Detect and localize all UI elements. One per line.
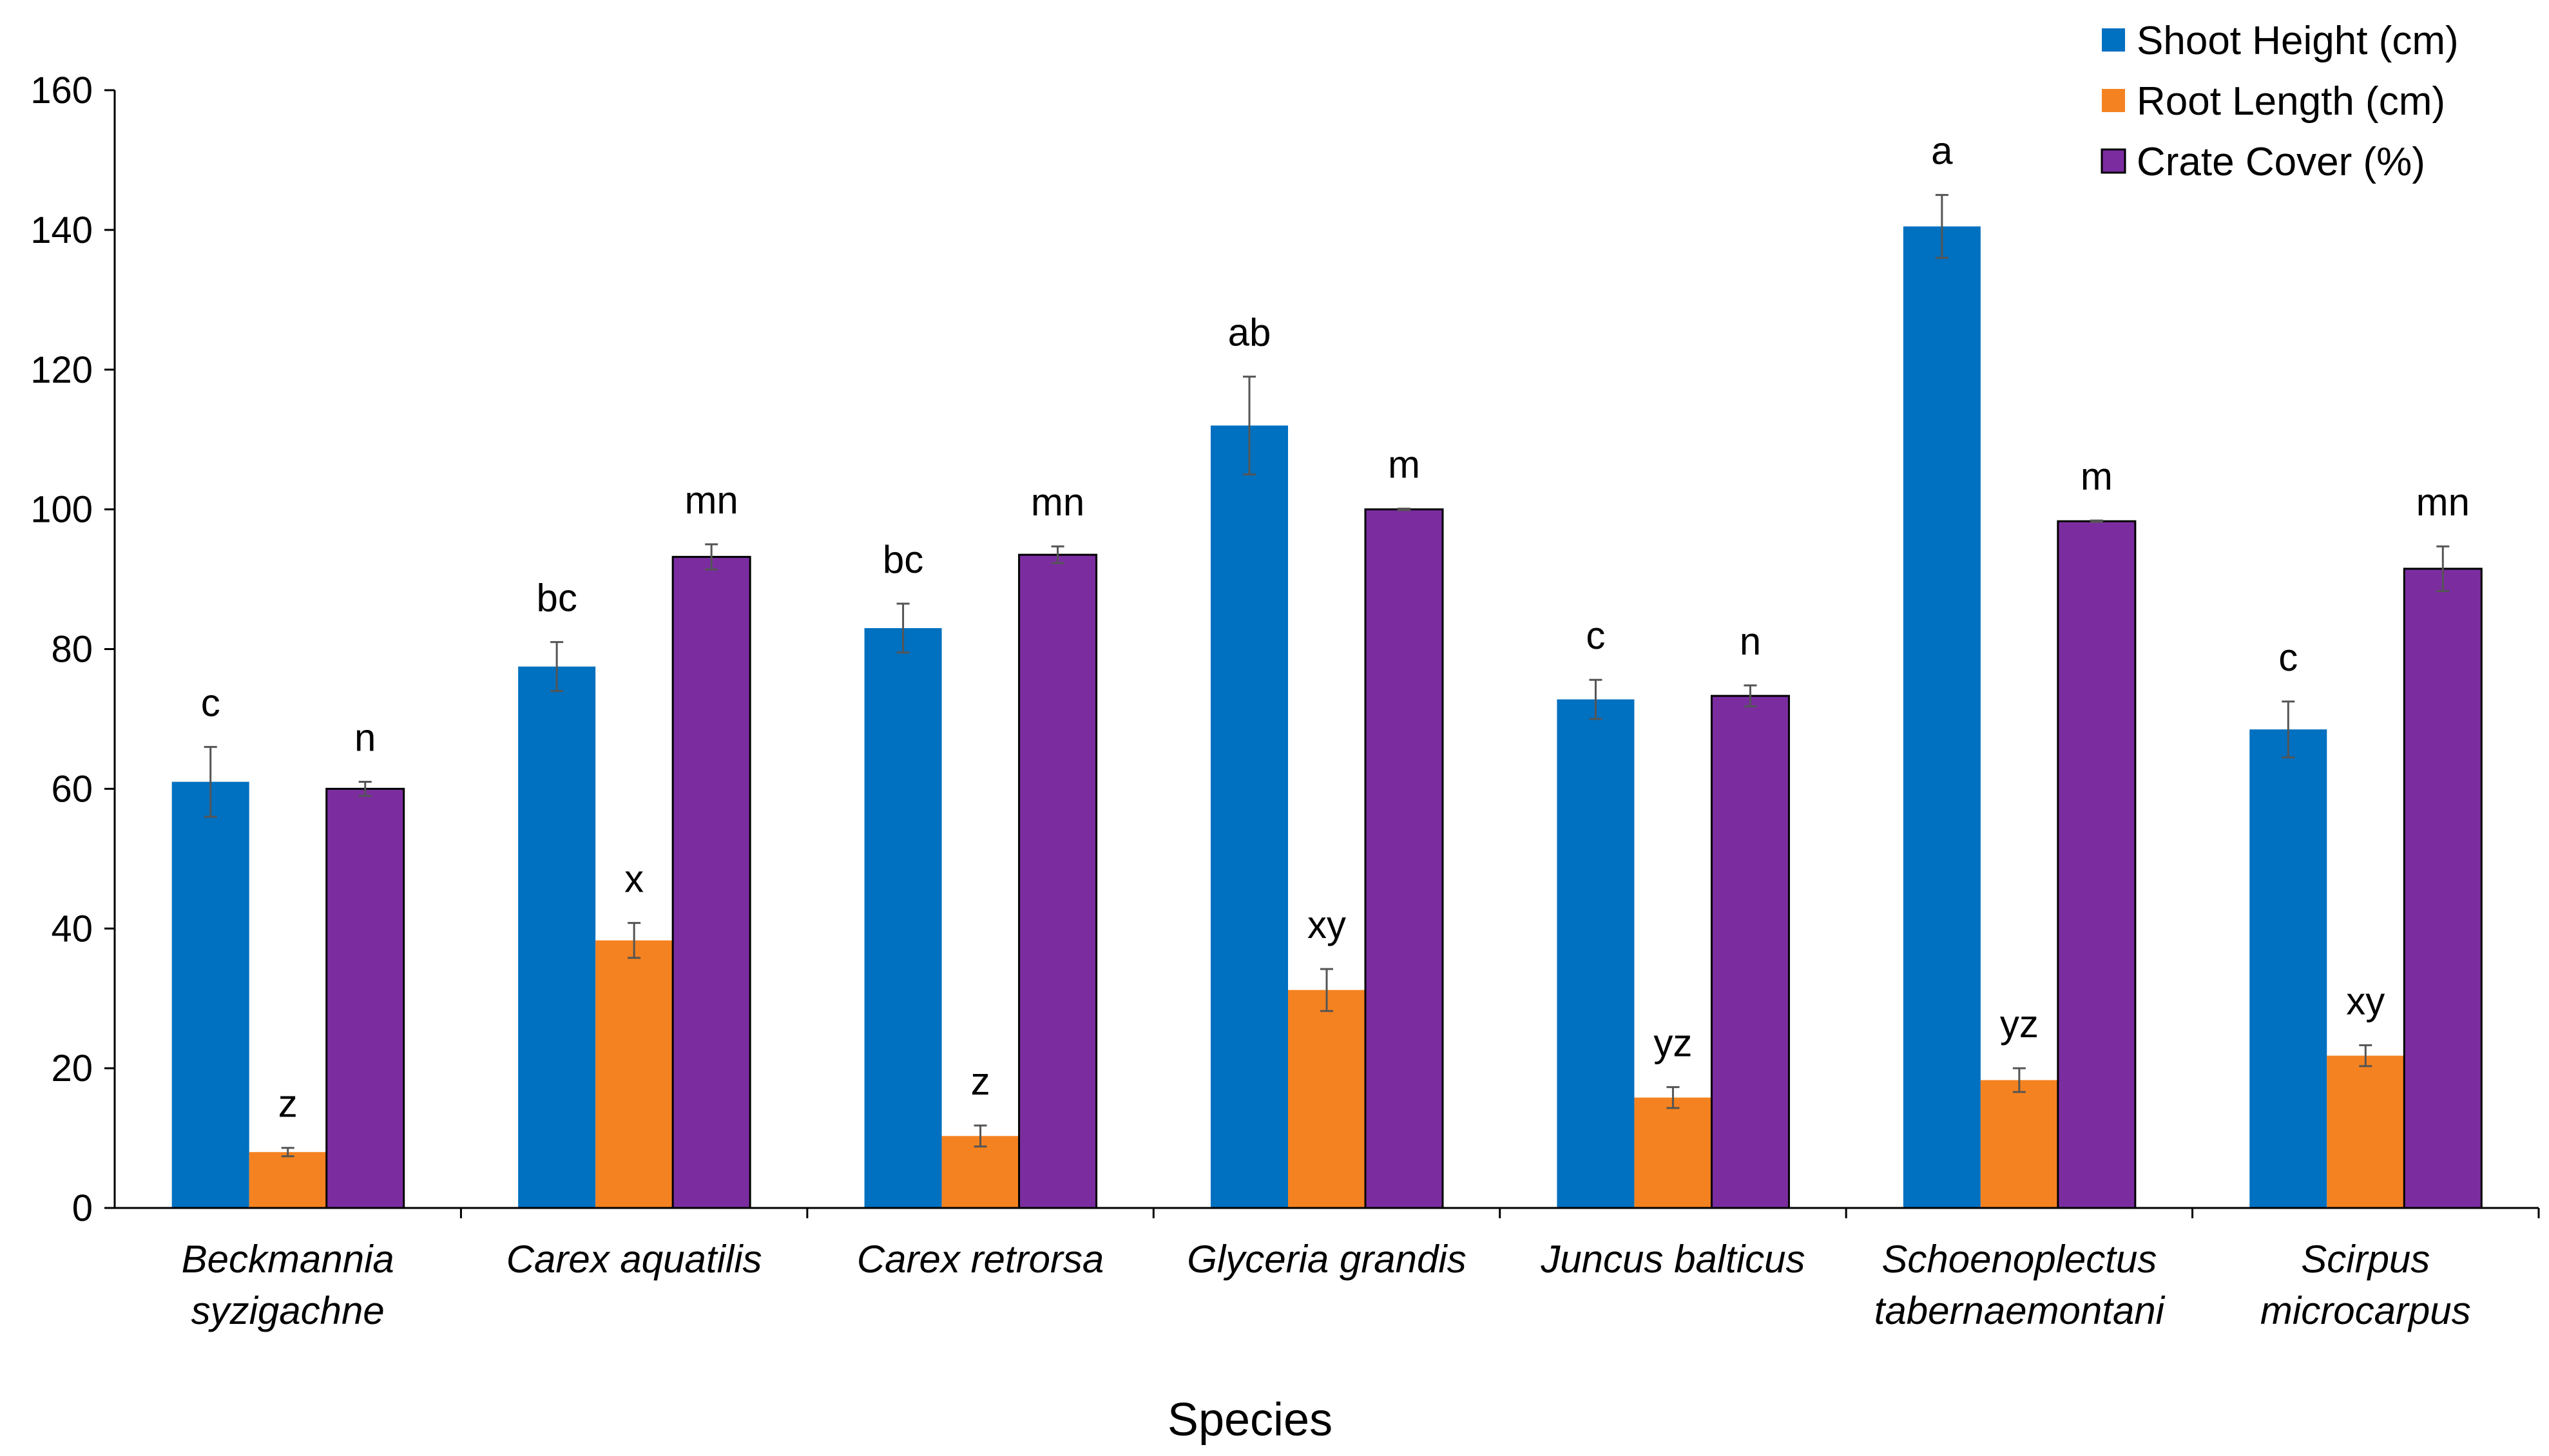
error-bar — [1744, 684, 1757, 707]
x-axis-category-labels: Beckmannia syzigachne Carex aquatilis Carex… — [182, 1238, 2471, 1332]
error-bar — [974, 1124, 987, 1148]
bar-crate-cover — [2057, 520, 2137, 1209]
x-category-label: Glyceria grandis — [1187, 1238, 1467, 1281]
legend-swatch — [2102, 28, 2125, 52]
x-category-label: Schoenoplectus — [1881, 1238, 2157, 1281]
error-bar — [2282, 700, 2295, 759]
legend-swatch — [2102, 89, 2125, 112]
significance-letter: m — [1388, 443, 1420, 486]
y-tick-label: 0 — [72, 1187, 93, 1229]
y-tick-label: 80 — [51, 629, 93, 671]
y-tick-label: 40 — [51, 908, 93, 950]
bar-root-length — [1634, 1097, 1712, 1208]
bar-root-length — [2327, 1055, 2405, 1208]
significance-letter: bc — [883, 538, 923, 581]
bar-root-length — [1288, 990, 1365, 1208]
bar-shoot-height — [1903, 226, 1981, 1208]
error-bar — [281, 1147, 294, 1158]
error-bar — [2436, 545, 2450, 592]
x-category-label: tabernaemontani — [1874, 1289, 2166, 1332]
error-bar — [1320, 968, 1333, 1012]
significance-letter: x — [624, 857, 644, 901]
significance-letter: mn — [1031, 481, 1084, 524]
significance-letter: z — [278, 1082, 298, 1126]
y-axis-ticks: 0 20 40 60 80 100 120 140 160 — [30, 70, 115, 1229]
significance-letter: mn — [2416, 481, 2470, 524]
significance-letter: bc — [536, 577, 577, 620]
y-tick-label: 140 — [30, 209, 93, 251]
bar-crate-cover — [1710, 694, 1790, 1209]
significance-letter: yz — [2000, 1002, 2039, 1046]
bar-root-length — [941, 1136, 1019, 1208]
bar-root-length — [1980, 1080, 2058, 1208]
bar-crate-cover — [1364, 508, 1444, 1209]
error-bar — [204, 745, 217, 818]
bar-crate-cover — [2403, 568, 2483, 1209]
error-bar — [705, 543, 718, 571]
legend-label: Crate Cover (%) — [2137, 140, 2425, 184]
error-bar — [550, 641, 564, 693]
y-tick-label: 120 — [30, 349, 93, 391]
error-bar — [1243, 376, 1256, 475]
bar-shoot-height — [171, 781, 249, 1208]
significance-letter: c — [1586, 614, 1605, 657]
legend-swatch — [2101, 148, 2126, 174]
x-category-label: syzigachne — [191, 1289, 385, 1332]
bar-shoot-height — [2249, 729, 2327, 1208]
axes — [113, 90, 2540, 1218]
bar-root-length — [249, 1152, 327, 1208]
error-bar — [1589, 678, 1602, 720]
significance-letter: c — [201, 681, 220, 724]
bar-shoot-height — [1211, 425, 1288, 1208]
x-axis-title: Species — [1168, 1394, 1332, 1446]
significance-letter: c — [2278, 636, 2298, 679]
significance-letter: xy — [2346, 979, 2385, 1022]
legend-label: Root Length (cm) — [2137, 79, 2445, 124]
significance-letter: xy — [1307, 903, 1346, 946]
bar-shoot-height — [518, 666, 596, 1208]
bars-layer — [171, 226, 2483, 1209]
significance-letter: mn — [684, 479, 738, 522]
error-bar — [2359, 1044, 2372, 1068]
significance-letter: n — [354, 716, 376, 760]
significance-letters-layer: c z n bc x mn bc z mn ab xy m c yz n a yz m c xy mn — [201, 129, 2470, 1126]
bar-root-length — [595, 940, 673, 1208]
error-bar — [2012, 1067, 2026, 1093]
significance-letter: n — [1740, 620, 1761, 663]
significance-letter: a — [1931, 129, 1953, 173]
y-tick-label: 60 — [51, 768, 93, 810]
bar-crate-cover — [325, 787, 405, 1209]
significance-letter: z — [971, 1060, 990, 1103]
bar-crate-cover — [1018, 553, 1098, 1209]
y-tick-label: 20 — [51, 1048, 93, 1089]
x-category-label: Carex retrorsa — [857, 1238, 1104, 1281]
error-bar — [2090, 519, 2103, 523]
error-bar — [896, 602, 910, 654]
x-category-label: Beckmannia — [182, 1238, 394, 1281]
error-bar — [628, 922, 641, 959]
bar-shoot-height — [864, 627, 942, 1208]
y-tick-label: 100 — [30, 489, 93, 531]
error-bar — [358, 781, 372, 797]
error-bar — [1051, 545, 1064, 564]
error-bar — [1398, 508, 1410, 512]
significance-letter: yz — [1653, 1021, 1692, 1064]
error-bars-layer — [204, 194, 2450, 1158]
legend-label: Shoot Height (cm) — [2137, 19, 2459, 63]
x-category-label: microcarpus — [2260, 1289, 2471, 1332]
bar-crate-cover — [671, 555, 751, 1209]
x-category-label: Carex aquatilis — [506, 1238, 762, 1281]
significance-letter: m — [2081, 455, 2113, 498]
legend: Shoot Height (cm) Root Length (cm) Crate C… — [2101, 19, 2459, 184]
significance-letter: ab — [1228, 311, 1271, 354]
x-category-label: Juncus balticus — [1540, 1238, 1805, 1281]
error-bar — [1935, 194, 1948, 259]
y-tick-label: 160 — [30, 70, 93, 111]
bar-shoot-height — [1557, 699, 1635, 1208]
x-category-label: Scirpus — [2301, 1238, 2430, 1281]
error-bar — [1666, 1086, 1680, 1109]
